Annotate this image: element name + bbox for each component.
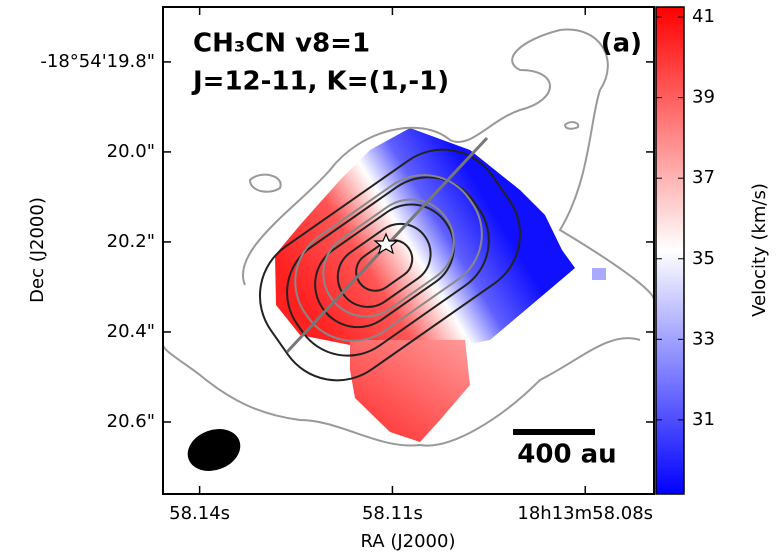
y-axis-label: Dec (J2000): [27, 197, 48, 303]
star-marker: [373, 232, 399, 255]
colorbar-tick-label: 33: [692, 328, 715, 349]
x-axis-label: RA (J2000): [361, 531, 456, 552]
colorbar-tick-label: 31: [692, 409, 715, 430]
colorbar: [655, 6, 685, 495]
title-line: CH₃CN v8=1: [193, 29, 370, 59]
y-tick-label: 20.4": [107, 321, 155, 342]
y-tick-label: -18°54'19.8": [40, 51, 155, 72]
colorbar-tick-label: 35: [692, 248, 715, 269]
x-tick-label: 58.11s: [362, 503, 423, 524]
y-tick-label: 20.2": [107, 231, 155, 252]
beam: [187, 429, 241, 471]
colorbar-label: Velocity (km/s): [749, 183, 770, 317]
y-tick-label: 20.6": [107, 411, 155, 432]
colorbar-tick-label: 39: [692, 87, 715, 108]
title-line: J=12-11, K=(1,-1): [191, 67, 449, 97]
contours: [162, 28, 655, 447]
x-tick-label: 58.14s: [169, 503, 230, 524]
colorbar-tick-label: 37: [692, 167, 715, 188]
colorbar-tick-label: 41: [692, 6, 715, 27]
panel-label: (a): [601, 29, 642, 59]
plot-frame: [162, 6, 655, 495]
y-tick-label: 20.0": [107, 141, 155, 162]
x-tick-label: 18h13m58.08s: [517, 503, 653, 524]
scale-bar-label: 400 au: [517, 440, 616, 470]
